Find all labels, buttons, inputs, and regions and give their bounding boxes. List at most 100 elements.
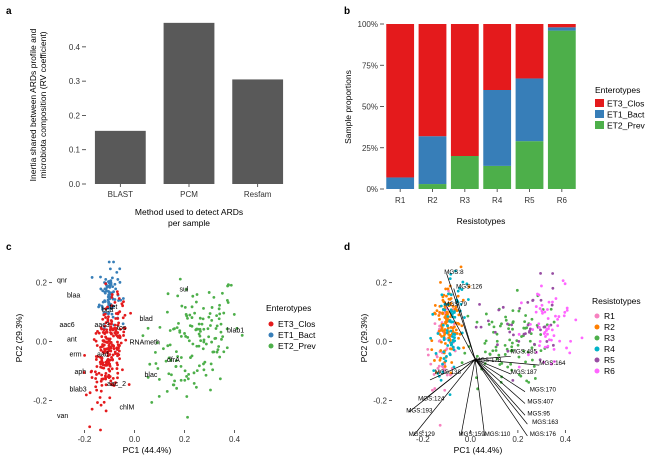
- panel-d-point: [436, 332, 440, 335]
- panel-d-point: [436, 366, 440, 370]
- panel-d-mgs-label: MGS:164: [539, 360, 566, 367]
- panel-d-point: [457, 313, 461, 317]
- panel-c-point: [103, 312, 107, 316]
- panel-d-legend-marker: [594, 368, 600, 374]
- panel-c-point: [94, 331, 98, 335]
- panel-d-point: [495, 332, 499, 336]
- panel-d-mgs-label: MGS:176: [530, 431, 557, 438]
- panel-d-point: [500, 322, 503, 326]
- panel-c-point: [115, 348, 119, 352]
- panel-c-point: [98, 396, 102, 399]
- panel-letter-c: c: [6, 242, 12, 253]
- panel-d-loading-arrow: [474, 358, 511, 375]
- panel-d-point: [463, 351, 467, 355]
- panel-b-bar-segment: [418, 136, 447, 185]
- panel-d-point: [563, 310, 567, 314]
- panel-d-point: [516, 343, 520, 347]
- panel-c-point: [146, 375, 150, 379]
- panel-d-point: [543, 345, 547, 349]
- panel-d-ytick-label: 0.0: [376, 338, 388, 347]
- panel-c-point: [195, 369, 199, 373]
- panel-d-mgs-label: MGS:187: [511, 369, 538, 376]
- panel-c-point: [187, 373, 191, 376]
- panel-d-point: [510, 345, 514, 349]
- panel-d-point: [537, 293, 541, 297]
- panel-d-point: [449, 329, 453, 333]
- panel-c-point: [218, 355, 222, 359]
- panel-d-point: [547, 324, 551, 328]
- panel-d-mgs-label: MGS:178: [475, 357, 502, 364]
- panel-c-point: [178, 277, 182, 281]
- panel-d-point: [462, 346, 465, 350]
- panel-c-point: [185, 395, 189, 398]
- panel-c-point: [102, 328, 106, 332]
- panel-d-point: [541, 311, 544, 315]
- panel-c-point: [83, 354, 86, 357]
- panel-d-point: [448, 352, 452, 356]
- panel-c-point: [174, 364, 178, 368]
- panel-d-point: [446, 287, 450, 291]
- panel-d-point: [545, 340, 549, 343]
- panel-d-legend-marker: [594, 313, 600, 319]
- panel-d-point: [554, 297, 558, 300]
- panel-d-point: [445, 354, 448, 358]
- panel-c-point: [194, 300, 198, 304]
- panel-c-point: [192, 371, 196, 375]
- panel-c-point: [177, 321, 180, 325]
- panel-c-point: [104, 331, 108, 334]
- panel-d-point: [546, 308, 549, 311]
- panel-d-point: [528, 327, 532, 331]
- panel-d-point: [554, 314, 557, 318]
- panel-d-point: [534, 310, 538, 314]
- panel-c-point: [119, 341, 123, 345]
- panel-c-xtick-label: 0.2: [179, 435, 191, 444]
- panel-d-point: [447, 297, 451, 301]
- panel-c-xtick-label: 0.0: [129, 435, 141, 444]
- panel-d-point: [530, 358, 534, 362]
- panel-c-point: [90, 276, 94, 279]
- panel-c-point: [107, 337, 110, 341]
- panel-d-point: [517, 339, 521, 343]
- panel-d-point: [443, 302, 447, 306]
- panel-d-point: [440, 340, 443, 344]
- panel-c-point: [225, 327, 229, 331]
- panel-c-point: [117, 353, 121, 357]
- panel-d-point: [565, 308, 569, 312]
- panel-b-ytick-label: 75%: [362, 61, 378, 70]
- panel-d-point: [445, 329, 449, 332]
- panel-d-point: [446, 344, 450, 347]
- panel-c-point: [97, 303, 101, 307]
- panel-c-point: [97, 331, 101, 335]
- panel-d-point: [538, 344, 541, 348]
- panel-d-point: [475, 320, 479, 324]
- panel-c-point: [154, 362, 158, 365]
- panel-d-point: [444, 287, 448, 291]
- panel-c-point: [110, 312, 114, 316]
- panel-b-ytick-label: 0%: [366, 185, 378, 194]
- panel-c-point: [101, 307, 104, 311]
- panel-c-point: [108, 267, 112, 271]
- panel-d-xtick-label: -0.2: [416, 435, 430, 444]
- panel-d-point: [538, 340, 542, 343]
- panel-d-loading-arrow: [474, 359, 528, 437]
- panel-d-point: [524, 360, 527, 364]
- panel-d-point: [449, 272, 453, 276]
- panel-c-point: [141, 334, 145, 338]
- panel-d-point: [444, 320, 447, 324]
- panel-c-point: [178, 330, 182, 334]
- panel-d-point: [461, 280, 465, 284]
- panel-c-point: [116, 317, 120, 320]
- panel-d-point: [443, 388, 447, 392]
- panel-b-legend-title: Enterotypes: [595, 85, 640, 95]
- panel-a-ylabel-line1: Inertia shared between ARDs profile and: [28, 28, 38, 181]
- panel-d-loading-arrow: [475, 358, 540, 366]
- panel-d-point: [443, 332, 447, 336]
- panel-d-point: [580, 336, 584, 340]
- panel-d-point: [446, 315, 450, 318]
- panel-d-point: [476, 387, 480, 391]
- panel-c-point: [220, 291, 224, 295]
- panel-c-point: [184, 334, 188, 338]
- panel-c-point: [175, 326, 179, 329]
- panel-a-bar: [94, 130, 146, 184]
- panel-c-point: [114, 287, 118, 291]
